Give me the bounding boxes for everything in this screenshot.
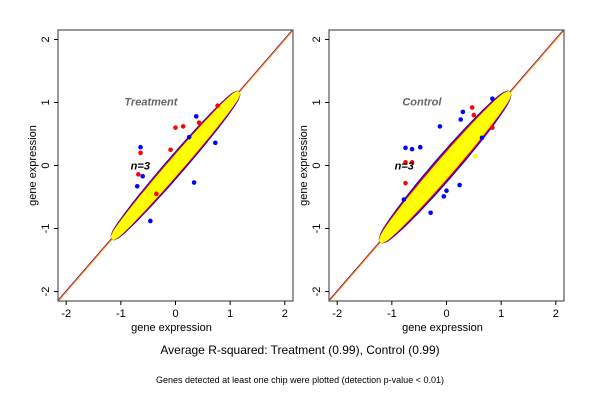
- data-point: [441, 194, 447, 199]
- y-tick-label: 1: [40, 99, 52, 105]
- r-squared-caption: Average R-squared: Treatment (0.99), Con…: [160, 343, 440, 357]
- data-point: [460, 109, 466, 115]
- data-point: [417, 144, 423, 150]
- cloud-core-band: [110, 91, 241, 240]
- y-tick-label: -2: [40, 287, 52, 297]
- y-axis-label: gene expression: [298, 125, 310, 206]
- data-point: [180, 124, 186, 129]
- data-point: [148, 218, 153, 224]
- data-point: [193, 114, 199, 119]
- data-point: [490, 125, 495, 130]
- data-point: [186, 134, 192, 140]
- y-tick-label: 0: [40, 162, 52, 168]
- panel-title: Control: [402, 97, 442, 109]
- y-tick-label: 1: [311, 99, 323, 105]
- data-point: [134, 183, 140, 189]
- y-tick-label: 2: [40, 36, 52, 42]
- data-point: [403, 145, 408, 151]
- data-point: [215, 103, 220, 108]
- footnote: Genes detected at least one chip were pl…: [156, 375, 444, 385]
- y-tick-label: -1: [40, 224, 52, 234]
- x-tick-label: -2: [61, 308, 71, 320]
- x-tick-label: 2: [282, 308, 288, 320]
- data-point: [173, 125, 178, 130]
- data-point: [196, 120, 202, 125]
- plot-area: [329, 30, 564, 301]
- data-point: [409, 146, 415, 152]
- plot-area: [58, 30, 293, 301]
- x-tick-label: -1: [387, 308, 397, 320]
- data-point: [437, 124, 443, 129]
- y-tick-label: -2: [311, 287, 323, 297]
- x-tick-label: 0: [172, 308, 178, 320]
- panel-treatment: -2 -1 0 1 2 -2 -1 0 1 2 gene expression gene expres…: [27, 29, 294, 334]
- x-tick-label: -1: [116, 308, 126, 320]
- data-point: [469, 105, 475, 110]
- y-tick-label: 0: [311, 162, 323, 168]
- data-point: [490, 96, 495, 101]
- data-point: [140, 173, 146, 179]
- x-tick-label: -2: [332, 308, 342, 320]
- panel-title: Treatment: [124, 97, 178, 109]
- data-point: [403, 180, 408, 186]
- data-point: [154, 191, 159, 197]
- x-tick-label: 1: [227, 308, 233, 320]
- data-point: [471, 112, 477, 118]
- data-point: [458, 117, 464, 122]
- data-point: [401, 197, 407, 202]
- sample-count-label: n=3: [395, 160, 414, 172]
- y-tick-label: 2: [311, 36, 323, 42]
- data-point: [409, 160, 415, 165]
- data-point: [403, 160, 408, 165]
- data-point: [136, 172, 141, 177]
- data-point: [428, 210, 433, 216]
- y-tick-label: -1: [311, 224, 323, 234]
- data-point: [479, 135, 485, 141]
- x-tick-label: 0: [443, 308, 449, 320]
- x-axis-label: gene expression: [131, 322, 212, 334]
- data-point: [138, 150, 143, 156]
- x-tick-label: 2: [553, 308, 559, 320]
- x-axis-label: gene expression: [402, 322, 483, 334]
- data-point: [213, 140, 218, 146]
- data-point: [457, 182, 462, 188]
- data-point: [444, 188, 449, 194]
- data-point: [191, 180, 197, 185]
- panel-control: -2 -1 0 1 2 -2 -1 0 1 2 gene expression gene expres…: [298, 29, 565, 334]
- sample-count-label: n=3: [131, 160, 150, 172]
- x-tick-label: 1: [498, 308, 504, 320]
- data-point: [138, 144, 143, 150]
- data-point: [473, 153, 478, 159]
- y-axis-label: gene expression: [27, 125, 39, 206]
- data-point: [168, 147, 173, 153]
- cloud-core-band: [379, 91, 512, 244]
